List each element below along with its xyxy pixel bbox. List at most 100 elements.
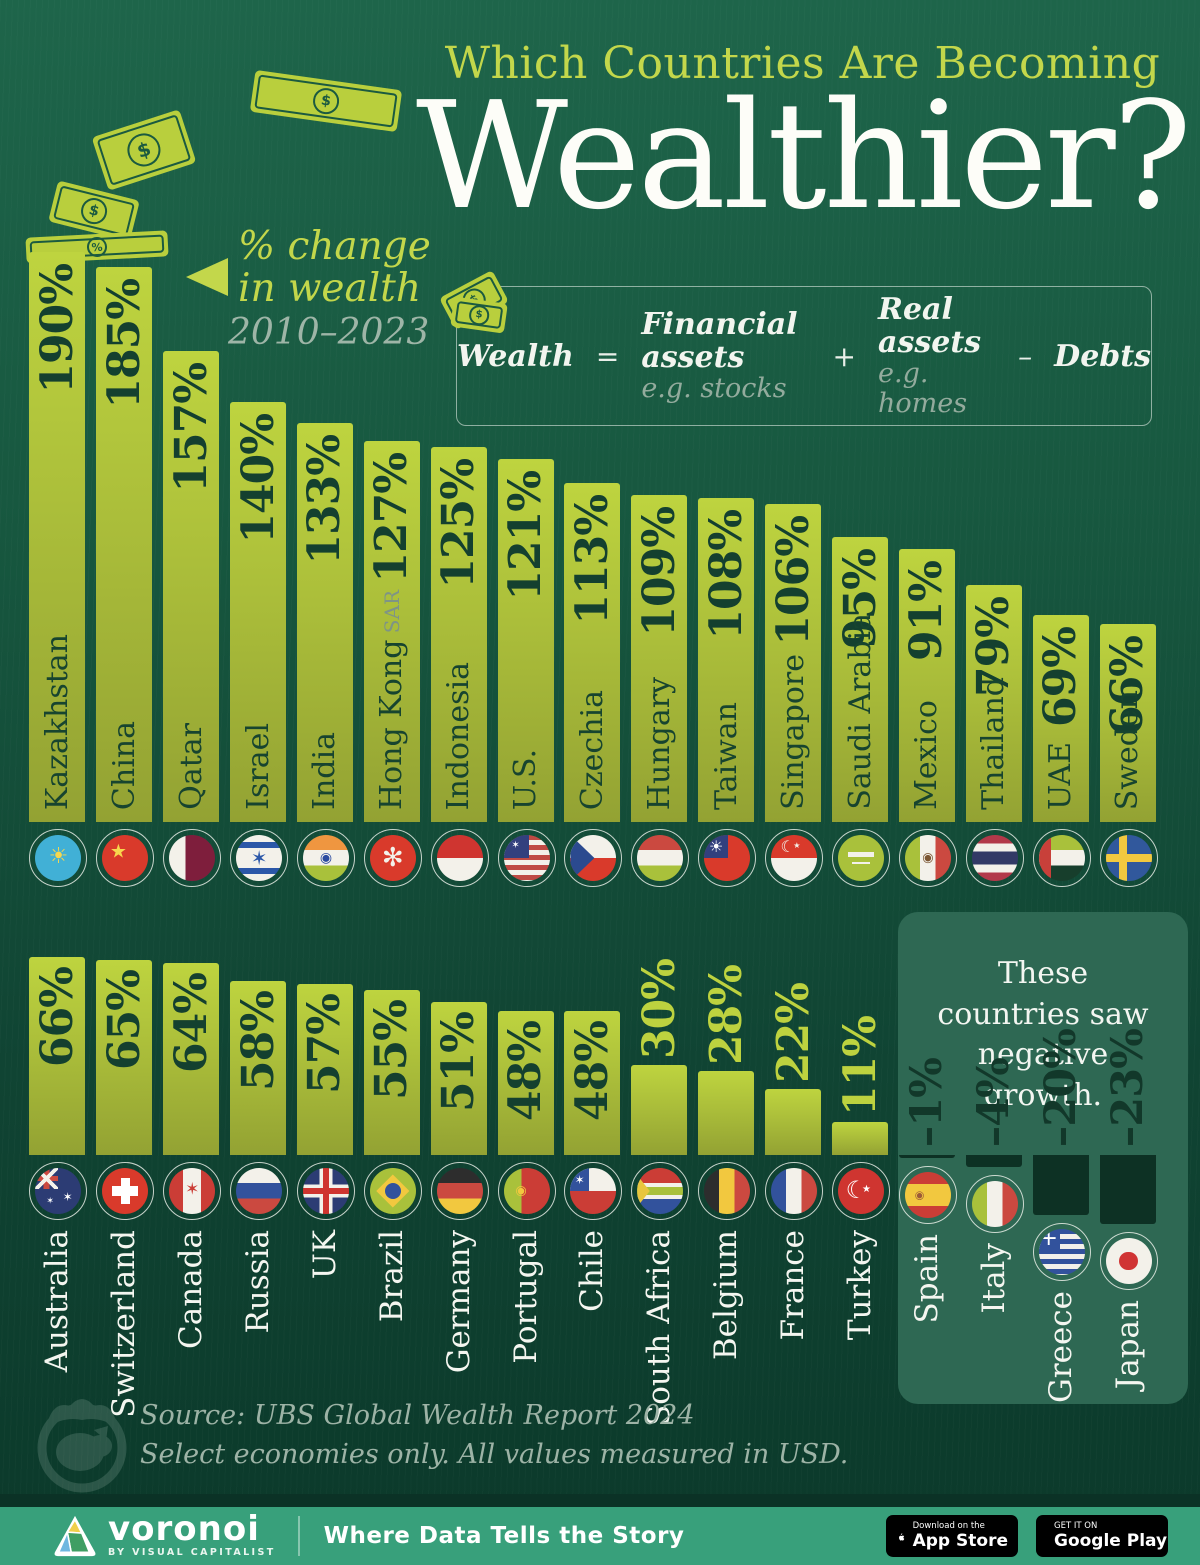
flag-qatar-icon [163, 829, 222, 887]
legend-label-line2: in wealth [238, 266, 421, 312]
value-wrap-israel: 140% [230, 414, 286, 544]
value-label-mexico: 91% [901, 561, 953, 662]
flag-germany-icon [430, 1162, 489, 1220]
flag-u-s-icon: ✶ [497, 829, 556, 887]
value-wrap-hong-kong: 127% [364, 453, 420, 583]
country-label-kazakhstan: Kazakhstan [39, 633, 75, 810]
flag-uk-icon [296, 1162, 355, 1220]
left-arrow-icon [186, 258, 228, 296]
flag-australia-icon: ✶ ✶ [29, 1162, 88, 1220]
flag-china-icon: ★ [96, 829, 155, 887]
value-label-chile: 48% [566, 1021, 618, 1122]
flag-india-icon: ◉ [296, 829, 355, 887]
country-label-hungary: Hungary [641, 676, 677, 810]
visualcapitalist-watermark-icon [37, 1399, 127, 1493]
name-wrap-china: China [96, 721, 152, 810]
bar-south-africa [631, 1065, 688, 1155]
flag-sweden-icon [1099, 829, 1158, 887]
bar-chile [564, 1011, 621, 1155]
value-wrap-chile: 48% [564, 1021, 620, 1121]
flag-south-africa-icon [631, 1162, 690, 1220]
bar-italy [965, 1155, 1022, 1167]
value-wrap-uae: 69% [1033, 627, 1089, 727]
name-wrap-russia: Russia [230, 1230, 286, 1334]
voronoi-brand: voronoi BY VISUAL CAPITALIST [52, 1512, 276, 1558]
country-label-belgium: Belgium [708, 1230, 745, 1361]
bar-uk [296, 984, 353, 1155]
flag-uae-icon [1032, 829, 1091, 887]
source-line2: Select economies only. All values measur… [140, 1439, 849, 1471]
name-wrap-saudi-arabia: Saudi Arabia [832, 613, 888, 810]
bar-greece [1032, 1155, 1089, 1215]
value-wrap-kazakhstan: 190% [29, 264, 85, 394]
app-store-badge[interactable]: Download on the App Store [886, 1515, 1018, 1557]
value-wrap-mexico: 91% [899, 561, 955, 661]
value-wrap-turkey: 11% [832, 1016, 888, 1116]
bar-mexico [898, 549, 955, 822]
name-wrap-uae: UAE [1033, 742, 1089, 810]
name-wrap-germany: Germany [431, 1230, 487, 1373]
wealth-formula-box: Wealth = Financial assets e.g. stocks + … [456, 286, 1152, 426]
flag-canada-icon: ✶ [163, 1162, 222, 1220]
bar-china [96, 267, 153, 822]
country-label-chile: Chile [574, 1230, 611, 1312]
app-store-bottom-label: App Store [912, 1530, 1008, 1551]
country-label-uae: UAE [1043, 742, 1079, 810]
country-label-russia: Russia [240, 1230, 277, 1334]
value-label-germany: 51% [433, 1012, 485, 1113]
value-wrap-france: 22% [765, 983, 821, 1083]
country-label-israel: Israel [240, 723, 276, 810]
bar-brazil [363, 990, 420, 1155]
country-suffix-hong-kong: SAR [380, 589, 405, 640]
country-label-sweden: Sweden [1110, 689, 1146, 810]
name-wrap-portugal: Portugal [498, 1230, 554, 1364]
google-play-badge[interactable]: GET IT ON Google Play [1036, 1515, 1168, 1557]
flag-indonesia-icon [430, 829, 489, 887]
bar-portugal [497, 1011, 554, 1155]
name-wrap-czechia: Czechia [564, 690, 620, 810]
bar-germany [430, 1002, 487, 1155]
formula-debts: Debts [1054, 338, 1151, 374]
flag-thailand-icon [965, 829, 1024, 887]
value-label-brazil: 55% [366, 1000, 418, 1101]
value-wrap-greece: –20% [1033, 1029, 1089, 1147]
value-label-spain: –1% [901, 1057, 952, 1147]
header: Which Countries Are Becoming Wealthier? [415, 38, 1192, 232]
value-label-france: 22% [767, 982, 819, 1083]
value-wrap-u-s: 121% [498, 471, 554, 601]
value-wrap-india: 133% [297, 435, 353, 565]
name-wrap-hong-kong: Hong Kong SAR [364, 590, 420, 810]
country-label-brazil: Brazil [373, 1230, 410, 1323]
value-wrap-brazil: 55% [364, 1000, 420, 1100]
bar-thailand [965, 585, 1022, 822]
name-wrap-uk: UK [297, 1230, 353, 1279]
footer-separator [297, 1516, 300, 1556]
value-label-switzerland: 65% [98, 970, 150, 1071]
flag-brazil-icon [363, 1162, 422, 1220]
name-wrap-taiwan: Taiwan [698, 702, 754, 810]
negative-panel-heading: These countries saw negative growth. [937, 956, 1149, 1113]
country-label-mexico: Mexico [909, 700, 945, 810]
name-wrap-u-s: U.S. [498, 749, 554, 810]
country-label-czechia: Czechia [574, 689, 610, 810]
bar-hong-kong [363, 441, 420, 822]
flag-france-icon [765, 1162, 824, 1220]
country-label-japan: Japan [1109, 1300, 1146, 1390]
value-wrap-czechia: 113% [564, 495, 620, 625]
value-label-china: 185% [98, 279, 150, 409]
flag-belgium-icon [698, 1162, 757, 1220]
country-label-greece: Greece [1042, 1291, 1079, 1403]
country-label-germany: Germany [440, 1230, 477, 1374]
value-wrap-switzerland: 65% [96, 970, 152, 1070]
value-wrap-spain: –1% [899, 1058, 955, 1147]
bar-czechia [564, 483, 621, 822]
country-label-spain: Spain [908, 1234, 945, 1324]
value-label-israel: 140% [232, 414, 284, 544]
google-play-top-label: GET IT ON [1054, 1521, 1098, 1532]
flag-israel-icon: ✶ [230, 829, 289, 887]
flag-chile-icon: ✶ [564, 1162, 623, 1220]
name-wrap-india: India [297, 732, 353, 810]
name-wrap-turkey: Turkey [832, 1230, 888, 1340]
legend-label-line1: % change [238, 224, 431, 269]
bar-japan [1099, 1155, 1156, 1224]
